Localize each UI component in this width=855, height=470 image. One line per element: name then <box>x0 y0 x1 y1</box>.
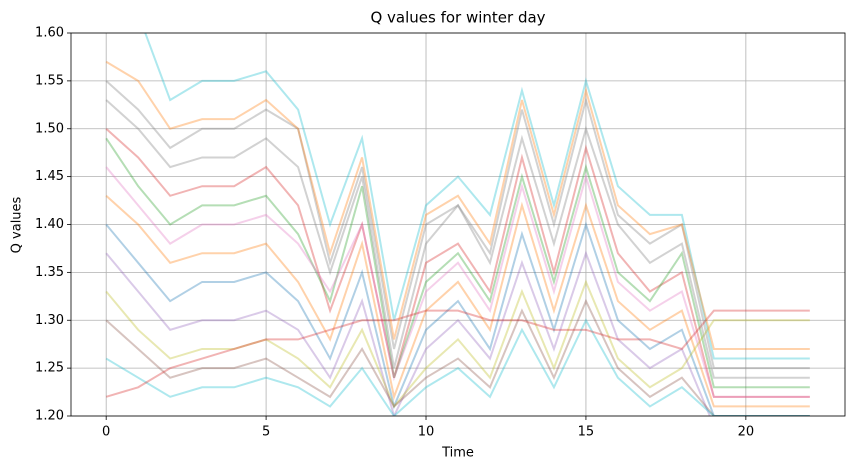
y-tick-label: 1.30 <box>35 313 64 328</box>
y-tick-label: 1.50 <box>35 121 64 136</box>
series-line <box>105 309 810 398</box>
series-line <box>105 166 810 398</box>
y-tick-label: 1.25 <box>35 361 64 376</box>
y-tick-label: 1.40 <box>35 217 64 232</box>
series-line <box>105 195 810 408</box>
grid <box>71 32 845 417</box>
series-line <box>105 221 810 416</box>
x-axis-label: Time <box>441 446 474 461</box>
y-tick-label: 1.60 <box>35 26 64 41</box>
series-line <box>105 60 810 350</box>
y-tick-label: 1.55 <box>35 73 64 88</box>
series-line <box>105 128 810 398</box>
chart-title: Q values for winter day <box>370 9 545 27</box>
lines <box>105 33 810 416</box>
series-line <box>105 80 810 370</box>
series-line <box>144 33 810 360</box>
y-tick-label: 1.20 <box>35 409 64 424</box>
y-tick-label: 1.35 <box>35 265 64 280</box>
series-line <box>105 279 810 409</box>
x-tick-label: 5 <box>262 425 270 440</box>
x-tick-label: 0 <box>102 425 110 440</box>
y-axis-label: Q values <box>10 196 25 253</box>
series-line <box>105 137 810 389</box>
x-tick-label: 15 <box>578 425 595 440</box>
x-tick-label: 10 <box>418 425 435 440</box>
series-line <box>105 318 810 416</box>
y-tick-label: 1.45 <box>35 169 64 184</box>
series-line <box>105 99 810 379</box>
x-tick-label: 20 <box>738 425 755 440</box>
series-line <box>105 298 810 416</box>
series-line <box>105 250 711 416</box>
